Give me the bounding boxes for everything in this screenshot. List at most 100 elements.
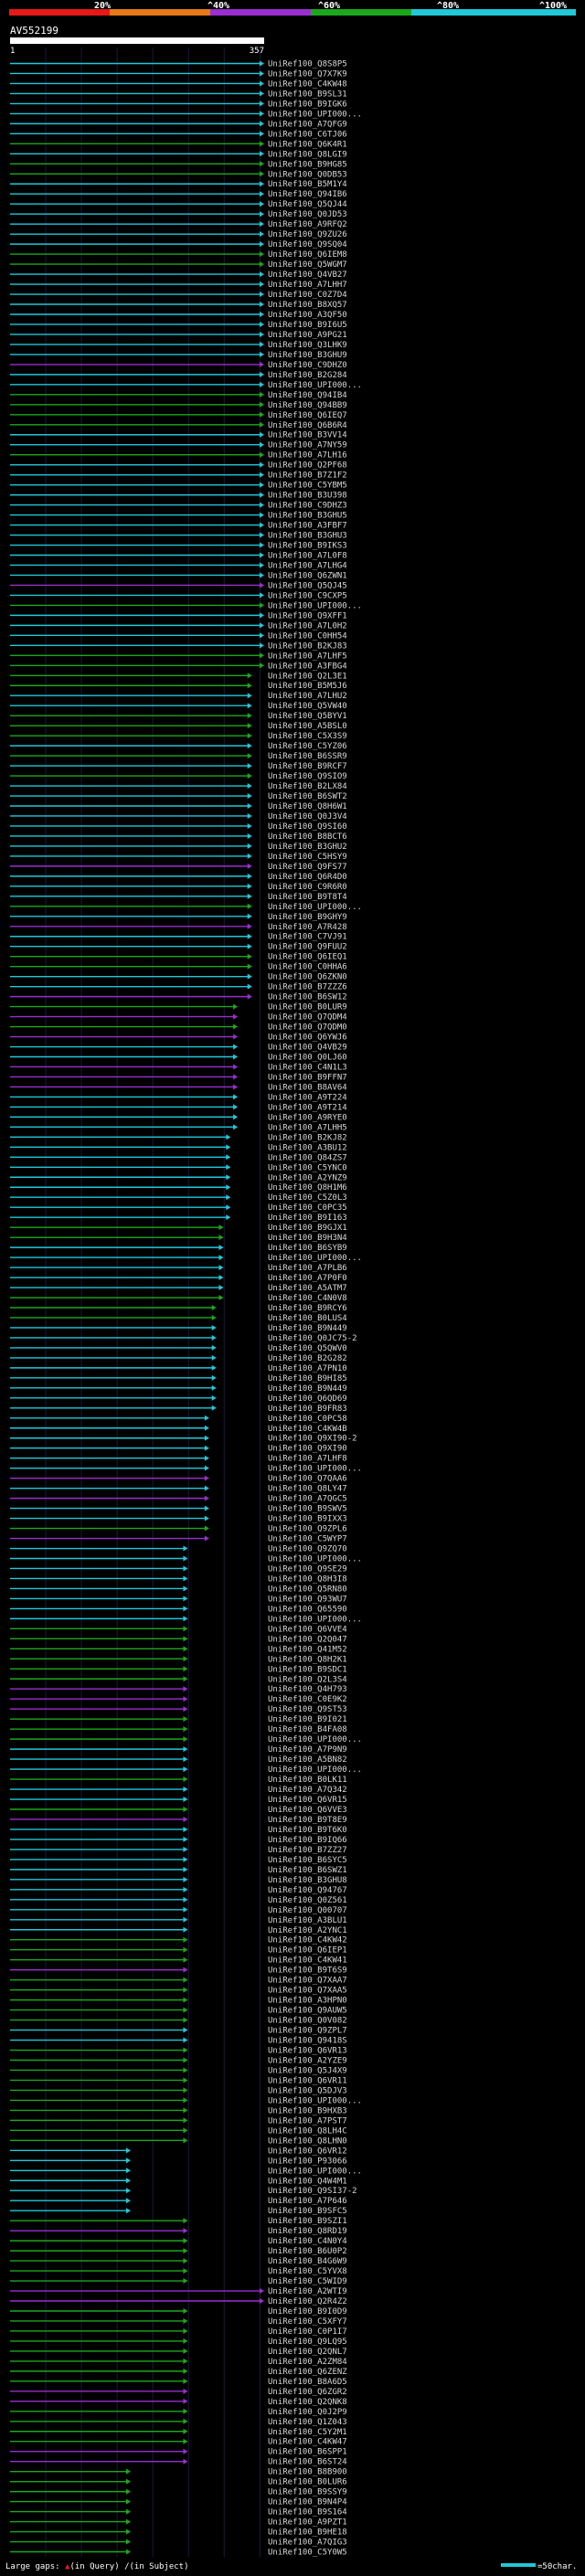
- hit-label[interactable]: UniRef100_Q9SI60: [268, 822, 347, 832]
- hit-label[interactable]: UniRef100_B9N449: [268, 1324, 347, 1333]
- hit-label[interactable]: UniRef100_Q9ST53: [268, 1705, 347, 1714]
- hit-label[interactable]: UniRef100_Q6YWJ6: [268, 1034, 347, 1043]
- hit-label[interactable]: UniRef100_B0LUR9: [268, 1003, 347, 1012]
- hit-label[interactable]: UniRef100_UPI000...: [268, 1615, 362, 1624]
- hit-label[interactable]: UniRef100_A7LH16: [268, 451, 347, 461]
- hit-label[interactable]: UniRef100_Q9FUU2: [268, 943, 347, 952]
- hit-label[interactable]: UniRef100_C5Y0W5: [268, 2549, 347, 2558]
- hit-label[interactable]: UniRef100_Q7X7K9: [268, 69, 347, 79]
- hit-label[interactable]: UniRef100_Q7QDM4: [268, 1013, 347, 1023]
- hit-label[interactable]: UniRef100_Q6VR11: [268, 2076, 347, 2085]
- hit-label[interactable]: UniRef100_B9GJX1: [268, 1224, 347, 1233]
- hit-label[interactable]: UniRef100_Q7XAA7: [268, 1977, 347, 1986]
- hit-label[interactable]: UniRef100_C5YVX8: [268, 2267, 347, 2276]
- hit-label[interactable]: UniRef100_A7PLB6: [268, 1264, 347, 1273]
- hit-label[interactable]: UniRef100_UPI000...: [268, 1254, 362, 1263]
- hit-label[interactable]: UniRef100_Q8H3I8: [268, 1574, 347, 1584]
- hit-label[interactable]: UniRef100_Q5QJ45: [268, 581, 347, 590]
- hit-label[interactable]: UniRef100_Q5DJV3: [268, 2086, 347, 2095]
- hit-label[interactable]: UniRef100_Q5BYV1: [268, 712, 347, 721]
- hit-label[interactable]: UniRef100_B7Z1F2: [268, 472, 347, 481]
- hit-label[interactable]: UniRef100_Q7QDM0: [268, 1023, 347, 1033]
- hit-label[interactable]: UniRef100_B9I0D9: [268, 2307, 347, 2316]
- hit-label[interactable]: UniRef100_B2KJ82: [268, 1133, 347, 1142]
- hit-label[interactable]: UniRef100_Q8LY47: [268, 1485, 347, 1494]
- hit-label[interactable]: UniRef100_B9RCF7: [268, 762, 347, 771]
- hit-label[interactable]: UniRef100_Q5WGM7: [268, 260, 347, 270]
- hit-label[interactable]: UniRef100_B9SZI1: [268, 2217, 347, 2226]
- hit-label[interactable]: UniRef100_B3VV14: [268, 431, 347, 440]
- hit-label[interactable]: UniRef100_UPI000...: [268, 601, 362, 610]
- hit-label[interactable]: UniRef100_A2ZM84: [268, 2358, 347, 2367]
- hit-label[interactable]: UniRef100_C0HH54: [268, 631, 347, 641]
- hit-label[interactable]: UniRef100_C4KW4B: [268, 1425, 347, 1434]
- hit-label[interactable]: UniRef100_UPI000...: [268, 2167, 362, 2176]
- hit-label[interactable]: UniRef100_B8BCT6: [268, 832, 347, 842]
- hit-label[interactable]: UniRef100_C7VJ91: [268, 933, 347, 942]
- hit-label[interactable]: UniRef100_Q2QNK8: [268, 2398, 347, 2407]
- hit-label[interactable]: UniRef100_A7LHF8: [268, 1455, 347, 1464]
- hit-label[interactable]: UniRef100_Q2QNL7: [268, 2348, 347, 2357]
- hit-label[interactable]: UniRef100_A2YNC1: [268, 1926, 347, 1935]
- hit-label[interactable]: UniRef100_Q0J2P9: [268, 2408, 347, 2417]
- hit-label[interactable]: UniRef100_B9T6S9: [268, 1966, 347, 1976]
- hit-label[interactable]: UniRef100_B9T8E9: [268, 1816, 347, 1825]
- hit-label[interactable]: UniRef100_Q2Q047: [268, 1635, 347, 1644]
- hit-label[interactable]: UniRef100_UPI000...: [268, 2096, 362, 2105]
- hit-label[interactable]: UniRef100_B3GHU2: [268, 843, 347, 852]
- hit-label[interactable]: UniRef100_A7LHF5: [268, 652, 347, 661]
- hit-label[interactable]: UniRef100_B9N449: [268, 1384, 347, 1394]
- hit-label[interactable]: UniRef100_A7QIG3: [268, 2539, 347, 2548]
- hit-label[interactable]: UniRef100_B8XQ57: [268, 301, 347, 310]
- hit-label[interactable]: UniRef100_Q9AUW5: [268, 2007, 347, 2016]
- hit-label[interactable]: UniRef100_Q8H2K1: [268, 1655, 347, 1664]
- hit-label[interactable]: UniRef100_C6TJ06: [268, 130, 347, 139]
- hit-label[interactable]: UniRef100_Q0Z561: [268, 1896, 347, 1905]
- hit-label[interactable]: UniRef100_Q2R4Z2: [268, 2297, 347, 2306]
- hit-label[interactable]: UniRef100_A7PN10: [268, 1364, 347, 1373]
- hit-label[interactable]: UniRef100_B9SWV5: [268, 1505, 347, 1514]
- hit-label[interactable]: UniRef100_B6SYB9: [268, 1244, 347, 1253]
- hit-label[interactable]: UniRef100_UPI000...: [268, 1554, 362, 1564]
- hit-label[interactable]: UniRef100_C5YNC0: [268, 1163, 347, 1172]
- hit-label[interactable]: UniRef100_UPI000...: [268, 110, 362, 119]
- hit-label[interactable]: UniRef100_B7ZZZ6: [268, 983, 347, 992]
- hit-label[interactable]: UniRef100_B9HXB3: [268, 2106, 347, 2115]
- hit-label[interactable]: UniRef100_Q2L3S4: [268, 1675, 347, 1684]
- hit-label[interactable]: UniRef100_A7LHG4: [268, 561, 347, 570]
- hit-label[interactable]: UniRef100_B6SWT2: [268, 792, 347, 801]
- hit-label[interactable]: UniRef100_A7L0H2: [268, 621, 347, 631]
- hit-label[interactable]: UniRef100_B9IGK6: [268, 100, 347, 109]
- hit-label[interactable]: UniRef100_A9RYE0: [268, 1113, 347, 1122]
- hit-label[interactable]: UniRef100_Q9XI90: [268, 1445, 347, 1454]
- hit-label[interactable]: UniRef100_Q5VW40: [268, 702, 347, 711]
- hit-label[interactable]: UniRef100_B8B900: [268, 2468, 347, 2477]
- hit-label[interactable]: UniRef100_Q94767: [268, 1886, 347, 1895]
- hit-label[interactable]: UniRef100_B9HG85: [268, 160, 347, 169]
- hit-label[interactable]: UniRef100_B0LUR6: [268, 2478, 347, 2487]
- hit-label[interactable]: UniRef100_Q0V082: [268, 2017, 347, 2026]
- hit-label[interactable]: UniRef100_C5X3S9: [268, 732, 347, 741]
- hit-label[interactable]: UniRef100_B9IKS3: [268, 542, 347, 551]
- hit-label[interactable]: UniRef100_C0P1I7: [268, 2327, 347, 2337]
- hit-label[interactable]: UniRef100_UPI000...: [268, 1735, 362, 1744]
- hit-label[interactable]: UniRef100_B9T6K0: [268, 1826, 347, 1835]
- hit-label[interactable]: UniRef100_Q41M52: [268, 1645, 347, 1654]
- hit-label[interactable]: UniRef100_B9FR83: [268, 1405, 347, 1414]
- hit-label[interactable]: UniRef100_B9SFC5: [268, 2207, 347, 2216]
- hit-label[interactable]: UniRef100_Q6VR15: [268, 1796, 347, 1805]
- hit-label[interactable]: UniRef100_Q9SI37-2: [268, 2187, 357, 2196]
- hit-label[interactable]: UniRef100_B2LX84: [268, 782, 347, 791]
- hit-label[interactable]: UniRef100_Q6VVE4: [268, 1625, 347, 1634]
- hit-label[interactable]: UniRef100_Q65590: [268, 1605, 347, 1614]
- hit-label[interactable]: UniRef100_A7P9N9: [268, 1745, 347, 1754]
- hit-label[interactable]: UniRef100_A7LHH7: [268, 281, 347, 290]
- hit-label[interactable]: UniRef100_B2G284: [268, 371, 347, 380]
- hit-label[interactable]: UniRef100_Q6R4D0: [268, 873, 347, 882]
- hit-label[interactable]: UniRef100_C5Y2M1: [268, 2428, 347, 2437]
- hit-label[interactable]: UniRef100_B8AV64: [268, 1083, 347, 1092]
- hit-label[interactable]: UniRef100_B9H3N4: [268, 1234, 347, 1243]
- hit-label[interactable]: UniRef100_Q84ZS7: [268, 1153, 347, 1162]
- hit-label[interactable]: UniRef100_B0LUS4: [268, 1314, 347, 1323]
- hit-label[interactable]: UniRef100_Q2PF68: [268, 461, 347, 471]
